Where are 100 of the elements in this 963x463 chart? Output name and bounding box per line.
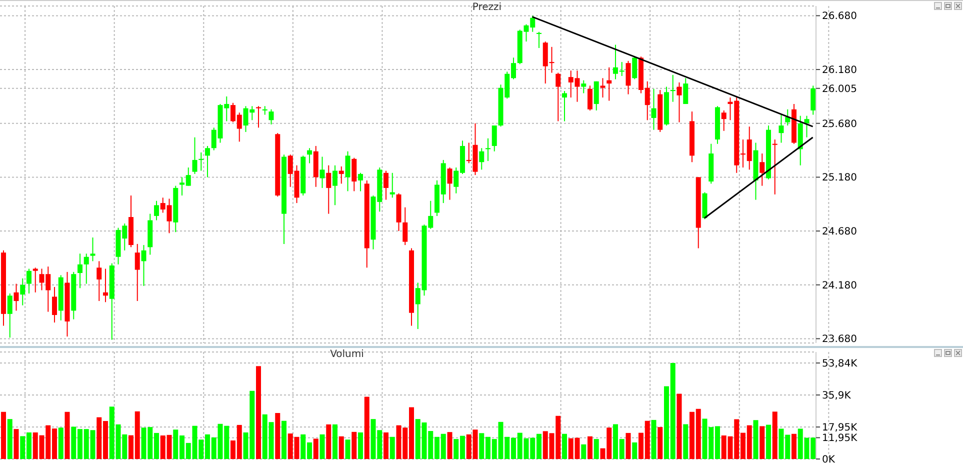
candlestick	[320, 156, 325, 188]
candlestick	[588, 85, 592, 111]
candlestick	[96, 260, 102, 302]
bar	[651, 420, 656, 459]
bar	[1, 412, 6, 459]
bar	[792, 434, 796, 459]
bar	[7, 419, 12, 459]
candlestick	[651, 88, 656, 130]
chart-title: Prezzi	[472, 2, 502, 13]
y-tick-label: 17,95K	[822, 422, 858, 434]
bar	[275, 412, 280, 459]
bar	[594, 439, 599, 459]
bar	[626, 432, 631, 459]
candlestick	[632, 56, 638, 80]
candlestick	[778, 114, 784, 144]
y-tick-label: 11,95K	[822, 433, 858, 444]
candlestick	[84, 253, 89, 284]
y-tick-label: 25.680	[822, 118, 857, 130]
candlestick	[14, 283, 19, 312]
candlestick	[804, 115, 810, 138]
bar	[58, 428, 64, 459]
candlestick	[154, 200, 159, 221]
bar	[760, 426, 765, 459]
bar	[326, 424, 332, 459]
candlestick	[198, 152, 204, 172]
bar	[352, 432, 357, 459]
candlestick	[492, 125, 497, 152]
y-tick-label: 26.180	[822, 65, 857, 76]
y-tick-label: 53,84K	[822, 358, 858, 370]
bar	[358, 432, 363, 459]
bar	[676, 394, 682, 459]
bar	[384, 432, 388, 459]
y-tick-label: 23.680	[822, 334, 857, 346]
y-tick-label: 26.680	[822, 11, 857, 22]
bar	[588, 436, 592, 459]
candlestick	[205, 145, 210, 178]
bar	[753, 420, 758, 459]
bar	[581, 444, 586, 459]
bar	[683, 424, 688, 459]
candlestick	[26, 268, 32, 294]
bar	[658, 427, 663, 459]
bar	[390, 436, 395, 459]
candlestick	[486, 138, 490, 162]
y-tick-label: 24.180	[822, 280, 857, 292]
bar	[320, 434, 325, 459]
candlestick	[352, 157, 357, 192]
bar	[772, 412, 778, 459]
candlestick	[358, 172, 363, 192]
candlestick	[594, 80, 599, 111]
bar	[14, 429, 19, 459]
candlestick	[134, 243, 140, 302]
bar	[632, 442, 638, 459]
bar	[64, 412, 70, 459]
bar	[332, 424, 338, 459]
bar	[447, 432, 452, 459]
candlestick	[52, 286, 57, 324]
bar	[338, 436, 344, 459]
bar	[766, 424, 771, 459]
candlestick	[581, 80, 586, 94]
candlestick	[390, 172, 395, 198]
candlestick	[326, 164, 332, 214]
candlestick	[307, 148, 312, 164]
bar	[282, 420, 286, 459]
candlestick	[192, 136, 198, 174]
candlestick	[78, 253, 82, 289]
chart-title: Volumi	[330, 349, 364, 360]
candlestick	[562, 90, 567, 122]
y-tick-label: 25.180	[822, 172, 857, 184]
candlestick	[556, 72, 561, 122]
candlestick	[676, 82, 682, 123]
candlestick	[384, 170, 388, 200]
candlestick	[141, 244, 146, 286]
candlestick	[332, 164, 338, 206]
candlestick	[479, 148, 484, 170]
candlestick	[90, 236, 96, 262]
y-tick-label: 35,9K	[822, 390, 852, 402]
candlestick	[683, 78, 688, 104]
candlestick	[32, 267, 38, 293]
candlestick	[785, 108, 790, 126]
bar	[345, 440, 350, 459]
candlestick	[402, 206, 408, 246]
y-tick-label: 0K	[822, 454, 836, 463]
candlestick	[600, 78, 606, 98]
bar	[364, 396, 370, 459]
candlestick	[103, 268, 108, 303]
candlestick	[772, 139, 778, 195]
candlestick	[447, 167, 452, 200]
candlestick	[20, 278, 26, 306]
candlestick	[345, 150, 350, 192]
candlestick	[626, 60, 631, 95]
bar	[256, 366, 261, 459]
bar	[562, 434, 567, 459]
candlestick	[670, 74, 676, 102]
candlestick	[268, 108, 274, 125]
candlestick	[606, 66, 612, 102]
candlestick	[721, 110, 726, 132]
candlestick	[760, 153, 765, 186]
candlestick	[7, 292, 12, 338]
y-tick-label: 26.005	[822, 84, 857, 95]
candlestick	[536, 31, 542, 48]
